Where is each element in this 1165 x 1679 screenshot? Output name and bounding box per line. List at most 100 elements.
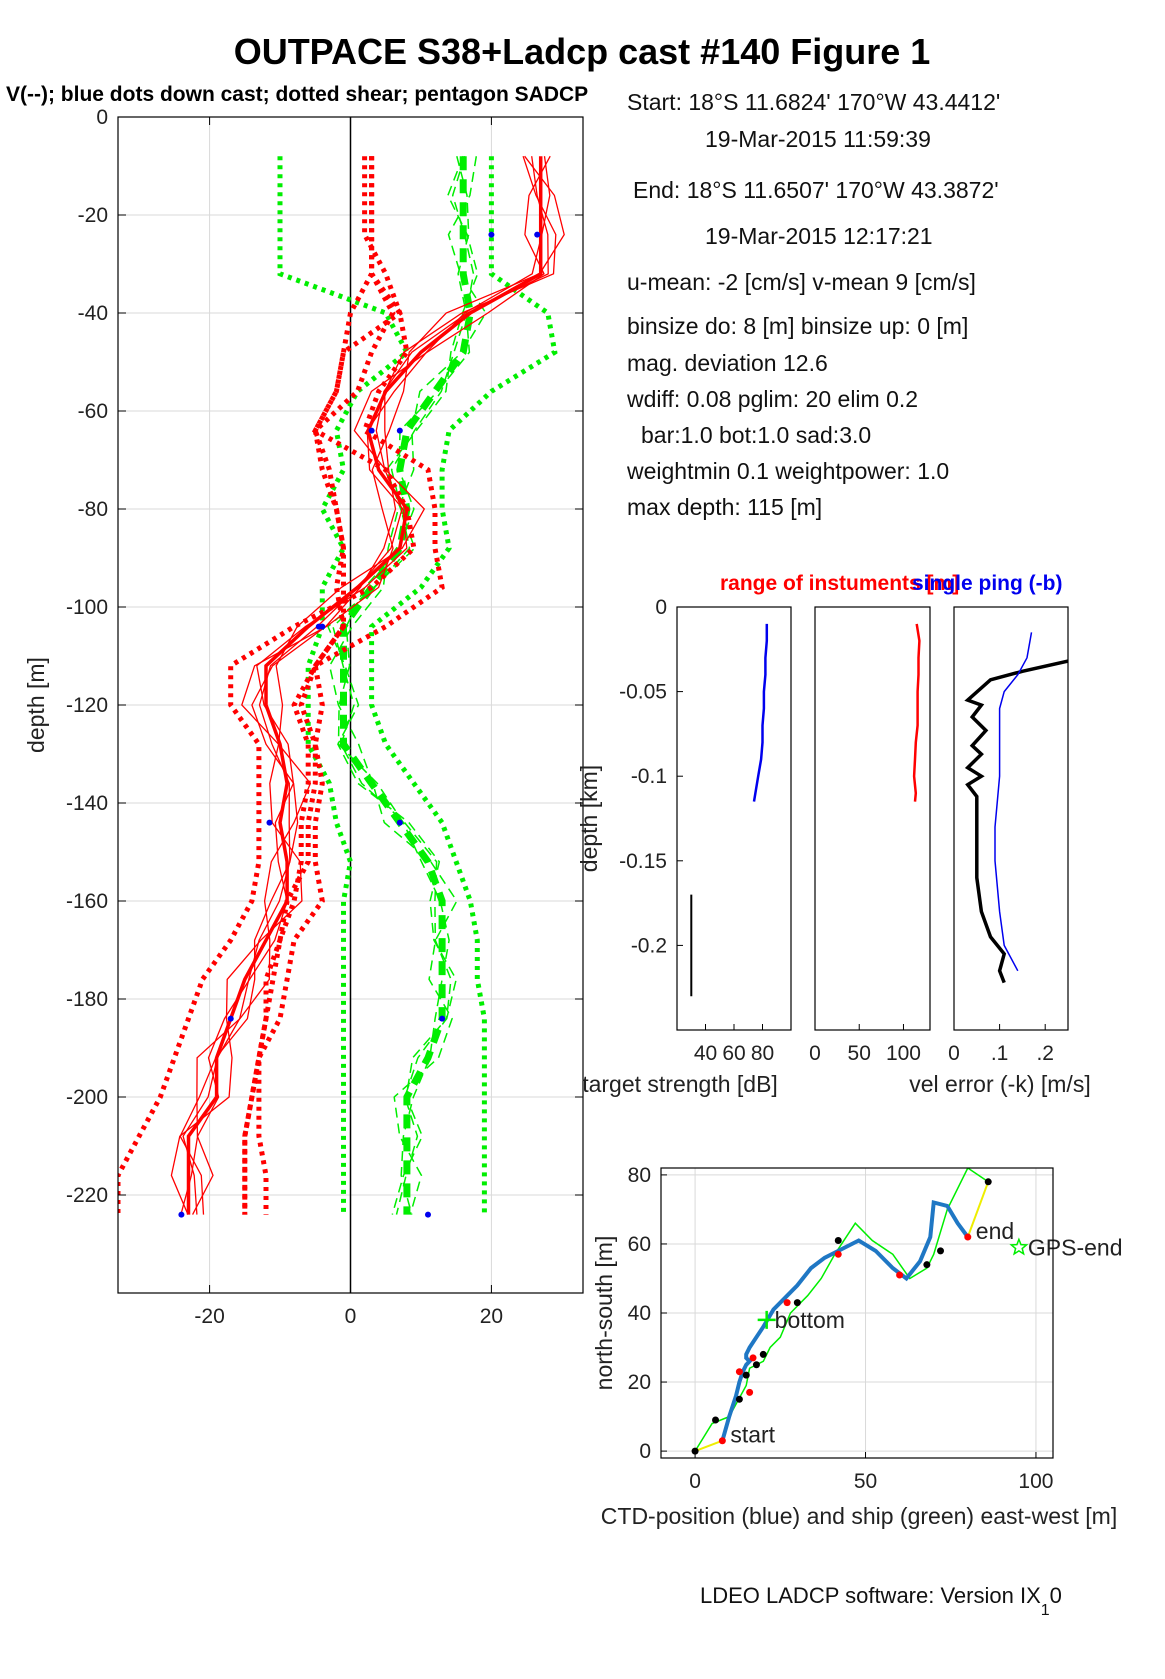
velocity-error-line-blue — [994, 632, 1033, 972]
footer-version-main: LDEO LADCP software: Version IX — [700, 1583, 1041, 1608]
target-strength-x-label: target strength [dB] — [582, 1071, 778, 1097]
u-velocity-member-1 — [179, 155, 557, 1215]
target-strength-y-tick-label: -0.15 — [619, 850, 667, 873]
velocity-y-tick-label: 0 — [96, 106, 108, 129]
velocity-error-series-group — [964, 632, 1068, 984]
velocity-error-plot: 0 .1 .2 vel error (-k) [m/s] single ping (-b… — [909, 572, 1090, 1097]
ship-marker-black-1 — [691, 1447, 699, 1455]
down-cast-dot-u-5 — [227, 1015, 234, 1022]
target-strength-x-tick-label: 60 — [722, 1042, 745, 1065]
velocity-error-axes-frame — [953, 606, 1069, 1031]
info-mag-deviation: mag. deviation 12.6 — [627, 350, 828, 376]
velocity-error-x-label: vel error (-k) [m/s] — [909, 1071, 1090, 1097]
gps-end-label: GPS-end — [1028, 1234, 1123, 1260]
info-binsize: binsize do: 8 [m] binsize up: 0 [m] — [627, 313, 968, 339]
u-velocity-member-4 — [182, 156, 549, 1215]
position-y-label: north-south [m] — [591, 1236, 617, 1391]
v-velocity-member-3 — [337, 156, 471, 1215]
footer-version-subscript: 1 — [1041, 1602, 1050, 1619]
ship-marker-black-9 — [923, 1261, 931, 1269]
velocity-y-axis-label: depth [m] — [23, 657, 49, 753]
position-yellow-start-link — [694, 1439, 723, 1453]
ship-marker-black-6 — [759, 1350, 767, 1358]
u-envelope-low — [118, 156, 417, 1215]
velocity-y-tick-label: -100 — [66, 596, 108, 619]
info-start-time: 19-Mar-2015 11:59:39 — [705, 126, 931, 152]
velocity-y-tick-label: -200 — [66, 1086, 108, 1109]
velocity-x-tick-label: -20 — [194, 1305, 224, 1328]
target-strength-axes-frame — [676, 606, 792, 1031]
down-cast-dot-v-1 — [488, 231, 495, 238]
down-cast-dot-u-6 — [178, 1211, 185, 1218]
position-x-tick-label: 0 — [689, 1470, 701, 1493]
bottom-label: bottom — [775, 1307, 845, 1333]
velocity-y-tick-label: -120 — [66, 694, 108, 717]
target-strength-plot: 40 60 80 0 -0.05 -0.1 -0.15 -0.2 target strength… — [576, 572, 959, 1097]
velocity-error-x-tick-label: .1 — [991, 1042, 1009, 1065]
info-max-depth: max depth: 115 [m] — [627, 494, 822, 520]
down-cast-dot-u-4 — [266, 819, 273, 826]
ctd-marker-red-5 — [783, 1299, 791, 1307]
velocity-x-tick-label: 20 — [480, 1305, 503, 1328]
ship-marker-black-11 — [984, 1178, 992, 1186]
u-shear-high — [242, 156, 396, 1215]
ctd-marker-red-2 — [746, 1388, 754, 1396]
range-x-tick-label: 50 — [848, 1042, 871, 1065]
target-strength-y-tick-label: -0.1 — [631, 765, 667, 788]
end-label: end — [976, 1218, 1014, 1244]
velocity-y-tick-label: -60 — [78, 400, 108, 423]
range-plot: 0 50 100 — [809, 606, 931, 1065]
v-velocity-main — [340, 156, 474, 1215]
target-strength-y-label: depth [km] — [576, 765, 602, 872]
ctd-marker-red-1 — [718, 1437, 726, 1445]
ship-marker-black-3 — [735, 1395, 743, 1403]
ctd-marker-red-4 — [749, 1354, 757, 1362]
velocity-y-tick-label: -80 — [78, 498, 108, 521]
footer-version-tail: 0 — [1050, 1583, 1062, 1608]
velocity-x-tick-label: 0 — [345, 1305, 357, 1328]
velocity-error-title: single ping (-b) — [912, 572, 1062, 595]
info-end-position: End: 18°S 11.6507' 170°W 43.3872' — [633, 177, 999, 203]
velocity-error-x-tick-label: 0 — [948, 1042, 960, 1065]
position-plot: start bottom end GPS-end 0 50 100 0 20 40 60 80 CTD-… — [591, 1164, 1123, 1529]
down-cast-dot-u-2 — [368, 427, 375, 434]
ctd-marker-red-6 — [834, 1250, 842, 1258]
down-cast-dot-v-5 — [439, 1015, 446, 1022]
ctd-marker-red-7 — [896, 1271, 904, 1279]
footer-version: LDEO LADCP software: Version IX10 — [700, 1583, 1062, 1619]
velocity-y-tick-label: -180 — [66, 988, 108, 1011]
ship-marker-black-2 — [712, 1416, 720, 1424]
ctd-track-line — [720, 1199, 970, 1442]
target-strength-x-tick-label: 40 — [694, 1042, 717, 1065]
position-y-tick-label: 40 — [628, 1302, 651, 1325]
ctd-marker-red-3 — [735, 1368, 743, 1376]
ship-track-line — [694, 1168, 989, 1452]
u-velocity-member-3 — [180, 156, 551, 1215]
v-velocity-member-1 — [327, 155, 479, 1215]
position-y-tick-label: 80 — [628, 1164, 651, 1187]
ship-marker-black-5 — [752, 1361, 760, 1369]
velocity-y-tick-label: -140 — [66, 792, 108, 815]
down-cast-dot-v-2 — [396, 427, 403, 434]
v-velocity-member-4 — [332, 155, 475, 1215]
velocity-profile-plot: -20 0 200-20-40-60-80-100-120-140-160-180-… — [23, 106, 584, 1328]
target-strength-x-tick-label: 80 — [751, 1042, 774, 1065]
info-end-time: 19-Mar-2015 12:17:21 — [705, 223, 933, 249]
target-strength-y-tick-label: -0.2 — [631, 934, 667, 957]
position-y-tick-label: 60 — [628, 1233, 651, 1256]
ship-marker-black-8 — [834, 1237, 842, 1244]
down-cast-dot-v-3 — [319, 623, 326, 630]
u-shear-low — [242, 156, 375, 1215]
target-strength-y-tick-label: 0 — [655, 596, 667, 619]
down-cast-dot-v-4 — [396, 819, 403, 826]
velocity-y-tick-label: -40 — [78, 302, 108, 325]
info-weightmin: weightmin 0.1 weightpower: 1.0 — [626, 458, 949, 484]
info-start-position: Start: 18°S 11.6824' 170°W 43.4412' — [627, 89, 1000, 115]
ship-marker-black-7 — [793, 1299, 801, 1307]
velocity-error-line-black — [964, 659, 1068, 984]
range-series-group — [912, 623, 921, 802]
position-x-label: CTD-position (blue) and ship (green) eas… — [601, 1503, 1117, 1529]
gps-end-star-marker — [1009, 1237, 1029, 1256]
ship-marker-black-4 — [742, 1371, 750, 1379]
